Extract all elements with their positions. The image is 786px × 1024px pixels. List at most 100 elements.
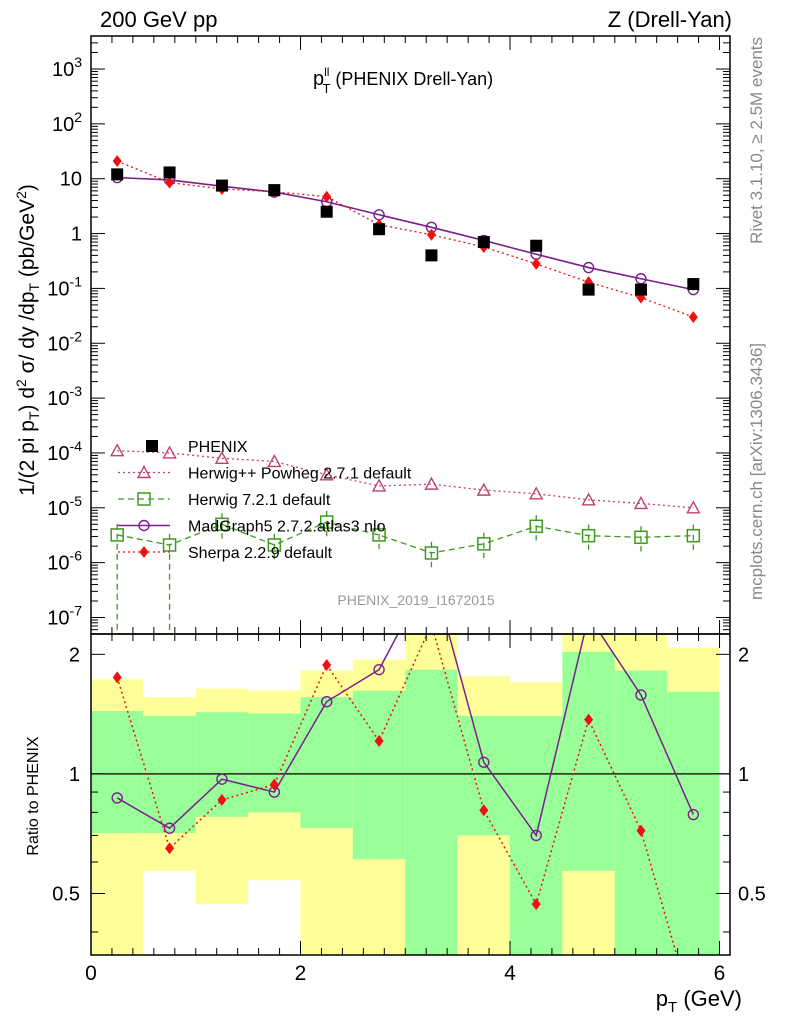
mcplots-label: mcplots.cern.ch [arXiv:1306.3436] <box>747 343 766 600</box>
ratio-point-1-8 <box>531 898 541 911</box>
ratio-point-1-10 <box>636 824 646 837</box>
series-line-3 <box>117 176 694 291</box>
ratio-panel <box>91 634 730 955</box>
point-1-3 <box>267 453 282 468</box>
legend-entry-1: Herwig++ Powheg 2.7.1 default <box>118 465 412 483</box>
x-axis-label: pT (GeV) <box>656 986 742 1016</box>
band-green-4 <box>300 697 353 829</box>
point-4-4 <box>322 190 332 203</box>
point-0-1 <box>163 166 176 179</box>
y-tick-label: 10-2 <box>47 328 82 355</box>
ratio-point-1-9 <box>584 713 594 726</box>
point-0-9 <box>582 283 595 296</box>
series-line-4 <box>116 160 694 318</box>
point-1-11 <box>686 500 701 514</box>
point-1-9 <box>581 492 596 506</box>
ratio-point-0-0 <box>111 792 123 804</box>
ratio-point-0-2 <box>216 773 228 785</box>
band-green-10 <box>614 670 668 955</box>
ratio-line-0 <box>116 634 695 838</box>
legend-entry-0: PHENIX <box>146 439 248 456</box>
ratio-frame <box>90 633 731 956</box>
plot-title-rest: (PHENIX Drell-Yan) <box>330 69 493 89</box>
legend-entry-4: Sherpa 2.2.9 default <box>118 545 333 562</box>
y-axis-label: 1/(2 pi pT) d2 σ/ dy /dpT (pb/GeV2) <box>13 184 42 496</box>
legend-label-0: PHENIX <box>188 439 248 456</box>
ratio-tick-label-right: 2 <box>738 644 749 666</box>
y-tick-label: 10-7 <box>47 602 82 629</box>
series-1 <box>110 443 701 514</box>
point-0-0 <box>111 168 124 181</box>
legend: PHENIX Herwig++ Powheg 2.7.1 default Herwi… <box>118 439 412 562</box>
ratio-point-0-7 <box>478 756 490 768</box>
y-tick-label: 10-4 <box>47 438 82 465</box>
point-4-11 <box>688 311 698 324</box>
point-0-5 <box>373 223 386 236</box>
main-frame <box>90 35 731 635</box>
ratio-series-1 <box>112 634 678 955</box>
ratio-point-0-4 <box>320 695 333 708</box>
header-right: Z (Drell-Yan) <box>608 7 732 32</box>
point-4-6 <box>426 228 436 241</box>
point-4-1 <box>165 176 175 189</box>
band-green-6 <box>405 669 458 955</box>
ratio-point-0-5 <box>373 663 385 676</box>
point-1-4 <box>319 467 334 481</box>
point-1-1 <box>162 445 177 459</box>
point-0-2 <box>215 179 228 192</box>
y-tick-label: 10-6 <box>47 548 82 575</box>
ratio-point-1-1 <box>165 842 175 855</box>
plot-title-sub: T <box>322 81 330 96</box>
y-tick-label: 10 <box>60 169 82 191</box>
ratio-tick-label: 2 <box>69 644 80 666</box>
point-1-0 <box>110 443 125 457</box>
point-4-8 <box>531 257 541 270</box>
y-tick-label: 1 <box>71 224 82 246</box>
ratio-point-1-7 <box>479 804 489 817</box>
legend-label-2: Herwig 7.2.1 default <box>188 492 331 509</box>
x-tick-label: 4 <box>504 962 516 985</box>
series-line-1 <box>117 450 694 509</box>
series-3 <box>111 171 700 296</box>
ratio-point-1-3 <box>269 778 279 791</box>
y-tick-label: 102 <box>52 109 82 136</box>
point-1-7 <box>476 482 492 496</box>
ratio-point-1-4 <box>322 658 332 671</box>
series-4 <box>112 155 698 324</box>
legend-marker-3 <box>138 519 150 532</box>
ratio-point-1-0 <box>112 671 122 684</box>
legend-entry-3: MadGraph5 2.7.2.atlas3 nlo <box>118 519 386 536</box>
ratio-point-0-11 <box>687 808 700 821</box>
ratio-point-0-8 <box>530 829 542 842</box>
herwig7-error-bars <box>116 510 694 634</box>
ratio-tick-label: 1 <box>69 764 80 786</box>
point-0-6 <box>425 249 438 262</box>
band-green-7 <box>457 715 511 836</box>
y-tick-label: 10-5 <box>47 493 82 520</box>
ratio-tick-label: 0.5 <box>52 883 80 905</box>
point-1-5 <box>371 478 387 492</box>
ratio-y-axis-label: Ratio to PHENIX <box>25 736 42 855</box>
x-tick-label: 2 <box>295 962 307 985</box>
x-tick-label: 0 <box>85 962 97 985</box>
series-0 <box>111 166 700 296</box>
plot-title: pll T (PHENIX Drell-Yan) <box>313 65 493 96</box>
ratio-series-0 <box>111 634 700 842</box>
plot-title-sup: ll <box>324 65 329 79</box>
legend-label-4: Sherpa 2.2.9 default <box>188 545 333 562</box>
point-4-0 <box>112 155 122 168</box>
legend-marker-4 <box>139 546 149 558</box>
legend-label-3: MadGraph5 2.7.2.atlas3 nlo <box>188 519 386 536</box>
point-0-4 <box>320 205 333 218</box>
point-0-11 <box>687 278 700 291</box>
ratio-tick-label-right: 1 <box>738 764 749 786</box>
y-tick-label: 10-3 <box>47 383 82 410</box>
point-1-6 <box>424 476 439 490</box>
ticks <box>90 35 730 955</box>
ratio-point-1-5 <box>374 735 384 748</box>
watermark: PHENIX_2019_I1672015 <box>337 592 494 608</box>
legend-entry-2: Herwig 7.2.1 default <box>118 492 331 509</box>
point-0-8 <box>530 239 543 252</box>
ratio-point-0-10 <box>635 689 647 701</box>
